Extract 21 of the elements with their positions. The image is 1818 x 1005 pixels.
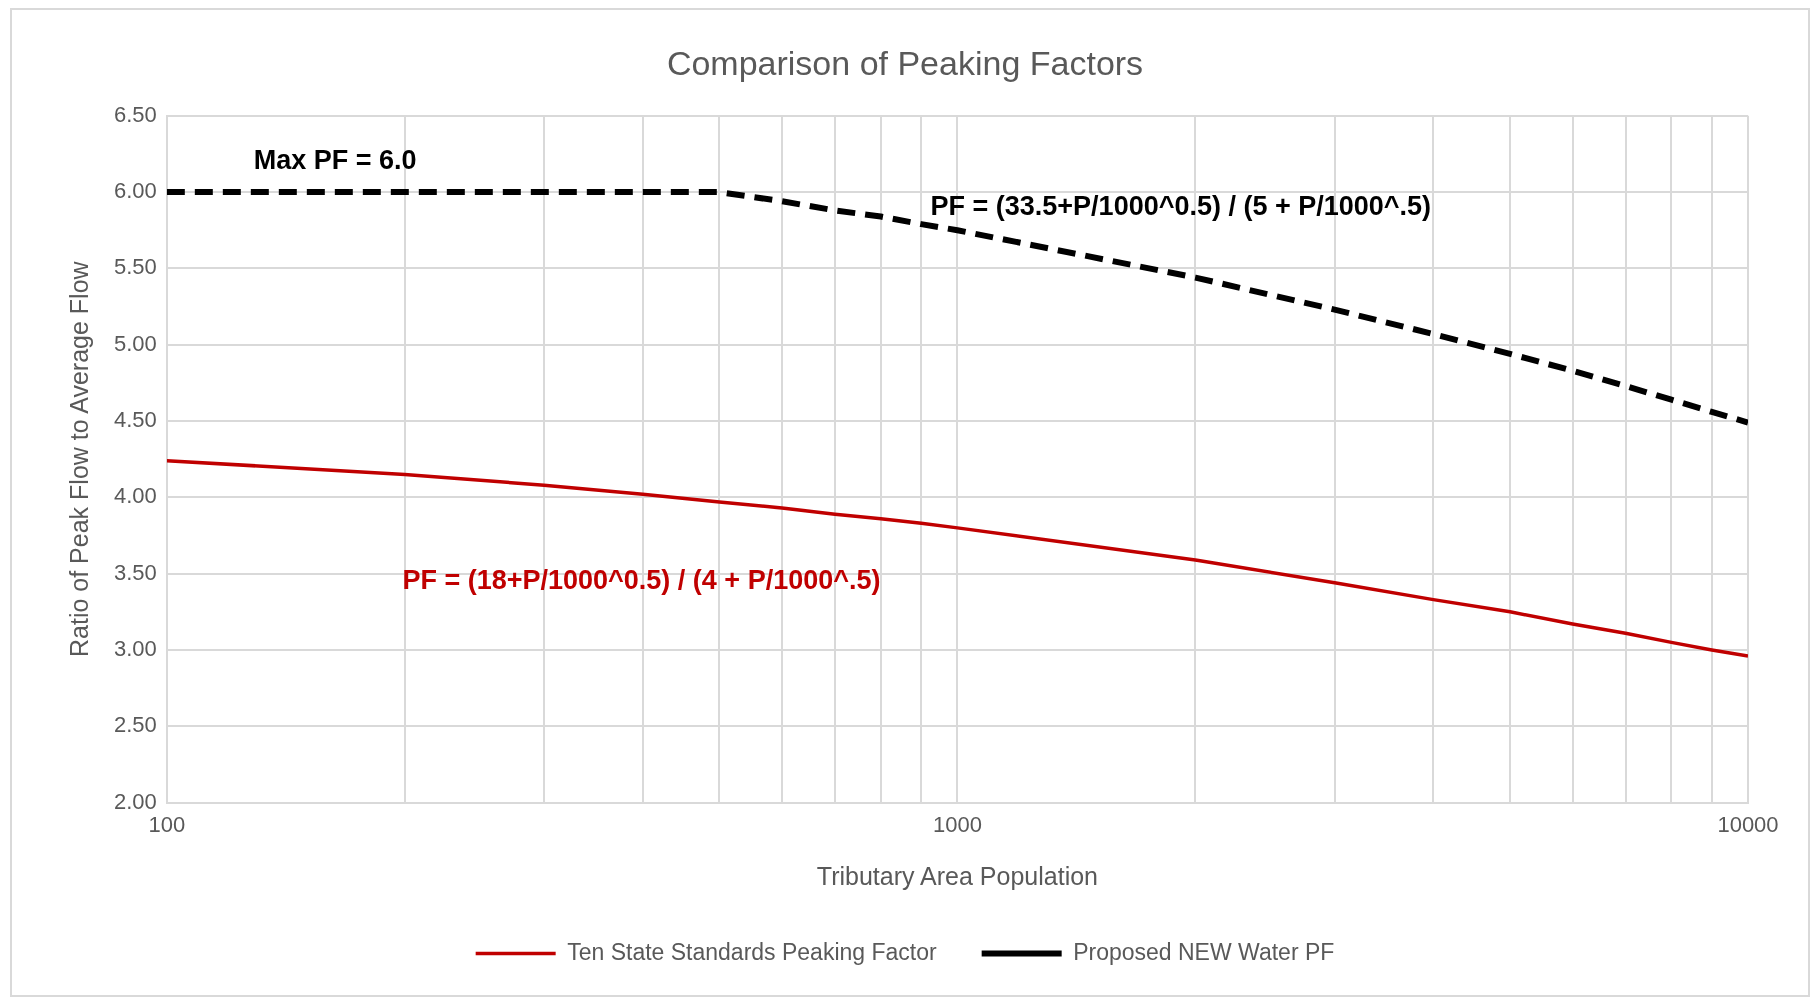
y-tick-label: 5.00	[113, 330, 157, 356]
y-tick-label: 2.00	[113, 788, 157, 814]
y-axis-title: Ratio of Peak Flow to Average Flow	[64, 260, 93, 657]
y-tick-label: 4.00	[113, 483, 157, 509]
y-tick-label: 4.50	[113, 407, 157, 433]
x-tick-label: 10000	[1717, 811, 1779, 837]
y-tick-label: 2.50	[113, 712, 157, 738]
x-tick-label: 1000	[932, 811, 982, 837]
annotation: PF = (33.5+P/1000^0.5) / (5 + P/1000^.5)	[930, 191, 1432, 222]
legend-label: Proposed NEW Water PF	[1073, 938, 1335, 965]
x-axis-title: Tributary Area Population	[816, 861, 1098, 890]
y-tick-label: 5.50	[113, 254, 157, 280]
x-tick-label: 100	[148, 811, 186, 837]
y-tick-label: 3.00	[113, 636, 157, 662]
annotation: Max PF = 6.0	[253, 145, 417, 176]
y-tick-label: 6.00	[113, 178, 157, 204]
legend-label: Ten State Standards Peaking Factor	[567, 938, 938, 965]
annotation: PF = (18+P/1000^0.5) / (4 + P/1000^.5)	[402, 564, 881, 595]
y-tick-label: 3.50	[113, 559, 157, 585]
chart-title: Comparison of Peaking Factors	[666, 43, 1144, 82]
y-tick-label: 6.50	[113, 101, 157, 127]
